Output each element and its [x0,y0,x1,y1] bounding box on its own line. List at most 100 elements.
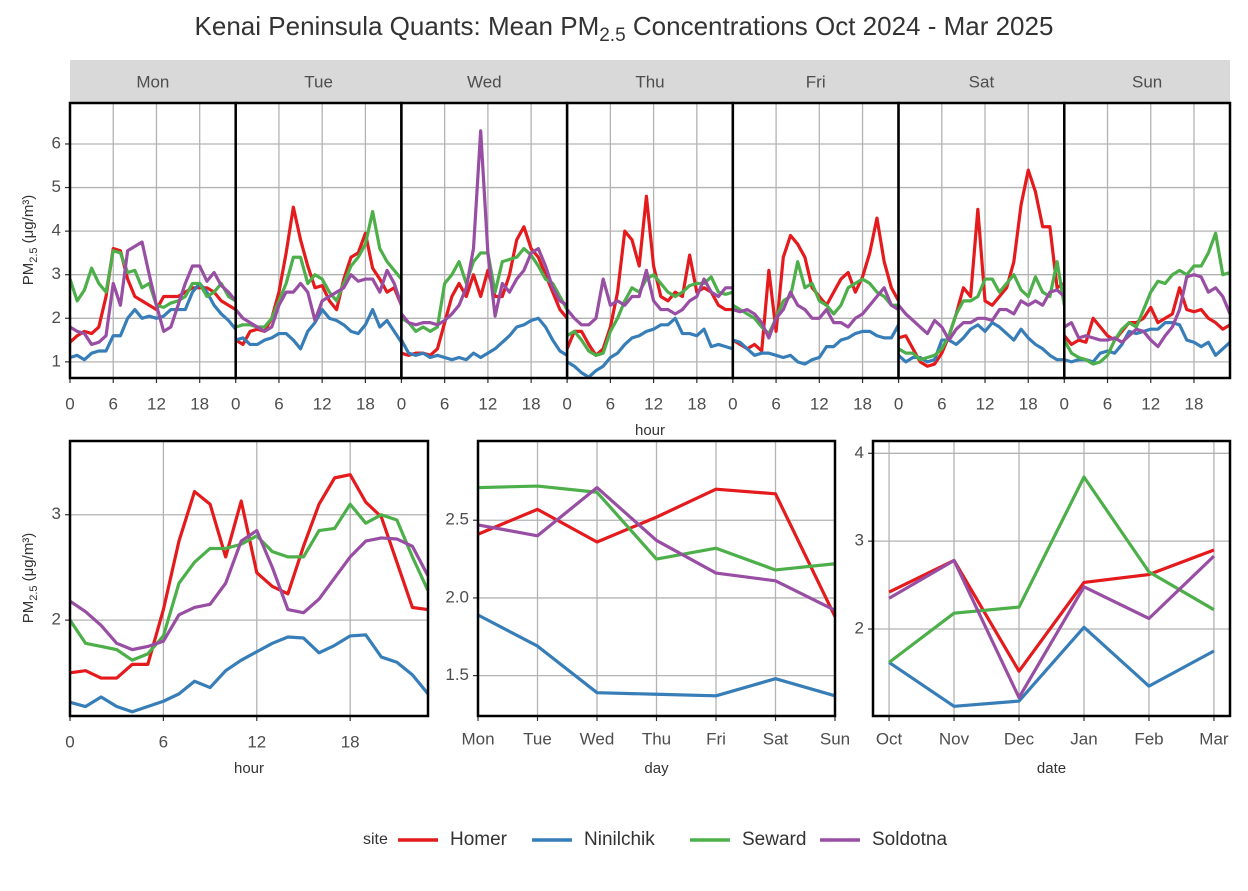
facet-label: Tue [304,72,333,91]
chart-title: Kenai Peninsula Quants: Mean PM2.5 Conce… [195,11,1054,46]
y-axis-title: PM2.5 (μg/m³) [20,533,40,624]
x-tick-label: Nov [939,729,970,748]
legend-label: Homer [450,829,508,850]
x-tick-label: Jan [1070,729,1097,748]
x-tick-label: Sun [820,729,850,748]
y-tick-label: 1 [52,351,61,370]
series-line [69,528,430,652]
x-tick-label: 6 [274,394,283,413]
y-tick-label: 3 [855,531,864,550]
legend-label: Soldotna [872,829,947,850]
series-line [888,475,1215,664]
x-tick-label: 18 [1019,394,1038,413]
series-line [566,316,734,379]
panel-background [70,103,236,378]
x-tick-label: Sat [763,729,789,748]
y-tick-label: 4 [855,443,864,462]
x-tick-label: 6 [606,394,615,413]
x-tick-label: 18 [1185,394,1204,413]
facet-label: Sat [969,72,995,91]
legend-label: Seward [742,829,806,850]
x-tick-label: 6 [108,394,117,413]
text-part: 2.5 [599,25,625,46]
text-part: PM [20,263,37,286]
x-tick-label: 0 [562,394,571,413]
series-line [732,260,899,336]
x-tick-label: Fri [706,729,726,748]
series-line [68,246,237,344]
series-line [477,613,836,698]
x-tick-label: 0 [65,394,74,413]
series-line [897,260,1066,362]
facet-label: Thu [635,72,664,91]
series-line [897,321,1065,364]
x-tick-label: Oct [876,729,903,748]
x-tick-label: 12 [478,394,497,413]
x-tick-label: Mar [1199,729,1229,748]
text-part: 2.5 [28,248,40,263]
y-tick-label: 2 [52,308,61,327]
x-tick-label: 12 [810,394,829,413]
x-tick-label: Dec [1004,729,1035,748]
series-line [235,307,403,351]
text-part: PM [20,601,37,624]
x-axis-title: hour [234,760,264,777]
x-tick-label: 12 [976,394,995,413]
panel-border [871,439,1232,718]
y-tick-label: 3 [52,264,61,283]
x-tick-label: 18 [190,394,209,413]
series-line [400,316,568,362]
x-axis-title: hour [635,422,665,439]
text-part: 2.5 [28,586,40,601]
series-line [477,487,837,618]
facet-label: Mon [136,72,169,91]
x-tick-label: 0 [65,732,74,751]
x-tick-label: 6 [771,394,780,413]
x-axis-title: day [644,760,669,777]
y-tick-label: 2 [52,610,61,629]
x-tick-label: 0 [231,394,240,413]
x-tick-label: 12 [247,732,266,751]
x-tick-label: 18 [687,394,706,413]
facet-label: Sun [1132,72,1162,91]
series-line [888,554,1216,700]
facet-strip [70,60,1230,103]
x-tick-label: 12 [644,394,663,413]
series-line [898,168,1066,368]
y-tick-label: 6 [52,133,61,152]
y-tick-label: 2.0 [445,587,469,606]
x-tick-label: 18 [356,394,375,413]
series-line [1062,231,1231,366]
series-line [400,246,569,333]
panel-background [1064,103,1230,378]
x-tick-label: 6 [1103,394,1112,413]
series-line [1063,286,1231,347]
legend-title: site [363,831,388,848]
series-line [235,209,403,329]
text-part: (μg/m³) [20,533,37,586]
x-tick-label: 6 [937,394,946,413]
panel-background [70,441,428,716]
x-axis-title: date [1037,760,1066,777]
facet-label: Wed [467,72,502,91]
y-tick-label: 3 [52,504,61,523]
y-tick-label: 4 [52,221,61,240]
panel-border [1063,101,1232,380]
series-line [732,324,900,366]
x-tick-label: 0 [894,394,903,413]
x-tick-label: 0 [397,394,406,413]
x-tick-label: Feb [1134,729,1163,748]
y-tick-label: 2 [855,619,864,638]
x-tick-label: 18 [522,394,541,413]
series-line [69,240,237,347]
series-line [732,286,900,340]
x-tick-label: Wed [580,729,615,748]
x-tick-label: 6 [440,394,449,413]
x-tick-label: 12 [1141,394,1160,413]
series-line [888,625,1215,708]
series-line [234,268,403,333]
x-tick-label: 0 [1060,394,1069,413]
x-tick-label: Mon [461,729,494,748]
text-part: Kenai Peninsula Quants: Mean PM [195,11,600,41]
